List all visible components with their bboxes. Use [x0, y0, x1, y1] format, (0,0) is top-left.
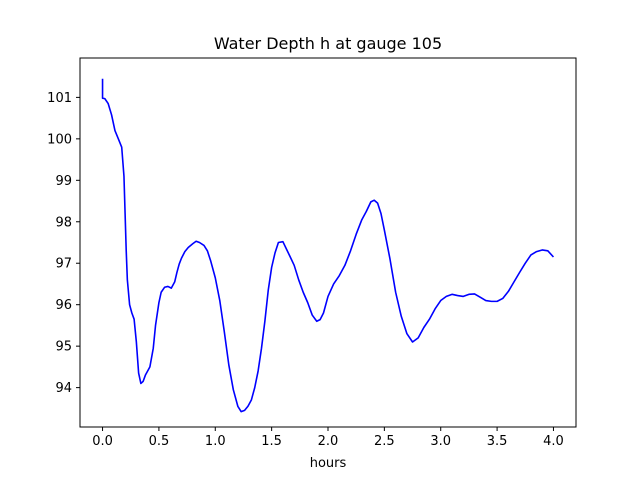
x-tick-label: 3.0 — [430, 434, 451, 449]
x-tick-label: 0.5 — [149, 434, 170, 449]
y-tick-label: 96 — [55, 298, 72, 313]
series-line-0 — [101, 78, 555, 413]
y-tick-label: 95 — [55, 340, 72, 355]
x-tick-label: 1.5 — [261, 434, 282, 449]
series-layer — [101, 78, 555, 413]
x-tick-label: 2.5 — [374, 434, 395, 449]
x-tick-label: 2.0 — [318, 434, 339, 449]
axes-layer: 0.0 0.5 1.0 1.5 2.0 2.5 3.0 3.5 4.0 94 95 96 97 98 99 1… — [47, 57, 577, 449]
x-tick-label: 0.0 — [92, 434, 113, 449]
y-tick-label: 99 — [55, 174, 72, 189]
y-tick-label: 100 — [47, 132, 72, 147]
chart-title: Water Depth h at gauge 105 — [214, 34, 442, 53]
x-axis-label: hours — [310, 456, 347, 471]
x-tick-label: 4.0 — [543, 434, 564, 449]
y-tick-label: 97 — [55, 257, 72, 272]
x-tick-label: 1.0 — [205, 434, 226, 449]
y-tick-label: 101 — [47, 91, 72, 106]
x-tick-label: 3.5 — [487, 434, 508, 449]
y-tick-label: 98 — [55, 215, 72, 230]
y-tick-label: 94 — [55, 381, 72, 396]
